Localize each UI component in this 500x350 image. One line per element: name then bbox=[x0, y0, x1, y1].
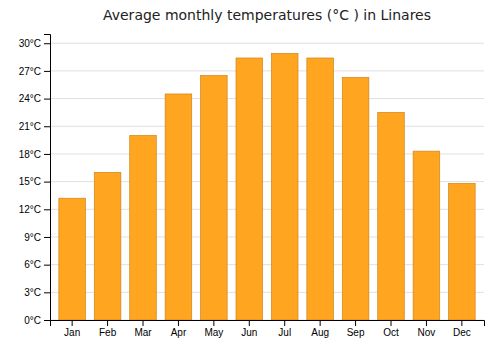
tick: 27°C bbox=[19, 66, 50, 77]
bar bbox=[236, 58, 263, 320]
title: Average monthly temperatures (°C ) in Li… bbox=[103, 7, 431, 23]
tick-label: 3°C bbox=[24, 287, 41, 298]
tick: Nov bbox=[418, 320, 436, 338]
tick: Jul bbox=[278, 320, 291, 338]
tick-label: 30°C bbox=[19, 38, 41, 49]
tick: 9°C bbox=[24, 232, 50, 243]
tick-label: Oct bbox=[383, 327, 399, 338]
tick-label: 24°C bbox=[19, 93, 41, 104]
tick-label: Apr bbox=[171, 327, 187, 338]
tick-label: Feb bbox=[99, 327, 117, 338]
tick-mark bbox=[44, 265, 50, 266]
tick: 6°C bbox=[24, 259, 50, 270]
tick: Feb bbox=[99, 320, 117, 338]
tick-label: 27°C bbox=[19, 66, 41, 77]
tick: Jun bbox=[241, 320, 257, 338]
tick-mark bbox=[213, 320, 214, 326]
bar bbox=[449, 183, 476, 320]
tick: 3°C bbox=[24, 287, 50, 298]
tick: 0°C bbox=[24, 315, 50, 326]
tick-mark bbox=[391, 320, 392, 326]
tick-label: 18°C bbox=[19, 149, 41, 160]
tick-label: 21°C bbox=[19, 121, 41, 132]
tick-mark bbox=[44, 237, 50, 238]
bar bbox=[130, 135, 157, 320]
grid bbox=[50, 43, 484, 320]
tick-label: Jun bbox=[241, 327, 257, 338]
tick-mark bbox=[107, 320, 108, 326]
tick: 15°C bbox=[19, 176, 50, 187]
grid-line bbox=[50, 126, 484, 127]
tick-mark bbox=[284, 320, 285, 326]
tick: Apr bbox=[171, 320, 187, 338]
tick-label: Aug bbox=[311, 327, 329, 338]
tick-mark bbox=[44, 126, 50, 127]
tick-label: Jul bbox=[278, 327, 291, 338]
tick-mark bbox=[44, 154, 50, 155]
tick-mark bbox=[44, 99, 50, 100]
tick-label: Sep bbox=[347, 327, 365, 338]
tick-mark bbox=[143, 320, 144, 326]
tick-mark bbox=[461, 320, 462, 326]
bar bbox=[165, 94, 192, 320]
x-axis: Jan Feb Mar Apr May Jun Jul Aug Sep Oct Nov Dec bbox=[51, 320, 485, 338]
tick: 21°C bbox=[19, 121, 50, 132]
tick-label: 0°C bbox=[24, 315, 41, 326]
chart: Jan Feb Mar Apr May Jun Jul Aug Sep Oct Nov Dec 0°C 3… bbox=[0, 0, 500, 350]
tick-mark bbox=[44, 320, 50, 321]
tick: Mar bbox=[134, 320, 152, 338]
tick: Dec bbox=[453, 320, 471, 338]
tick-mark bbox=[355, 320, 356, 326]
tick-mark bbox=[44, 43, 50, 44]
tick-label: 6°C bbox=[24, 259, 41, 270]
bar bbox=[378, 112, 405, 320]
tick: 30°C bbox=[19, 38, 50, 49]
chart-container: Jan Feb Mar Apr May Jun Jul Aug Sep Oct Nov Dec 0°C 3… bbox=[0, 0, 500, 350]
tick: Sep bbox=[347, 320, 365, 338]
tick: May bbox=[204, 320, 223, 338]
axis-line bbox=[51, 321, 485, 327]
tick-label: 15°C bbox=[19, 176, 41, 187]
tick: Jan bbox=[64, 320, 80, 338]
tick-label: Mar bbox=[134, 327, 152, 338]
y-axis: 0°C 3°C 6°C 9°C 12°C 15°C 18°C 21°C 24°C 27°C 30°C bbox=[19, 35, 51, 326]
tick: Oct bbox=[383, 320, 399, 338]
axis-line bbox=[44, 35, 51, 321]
tick-mark bbox=[44, 182, 50, 183]
grid-line bbox=[50, 98, 484, 99]
tick-label: Nov bbox=[418, 327, 436, 338]
tick-mark bbox=[44, 209, 50, 210]
tick: 24°C bbox=[19, 93, 50, 104]
bar bbox=[271, 53, 298, 320]
tick-label: May bbox=[204, 327, 223, 338]
bar bbox=[307, 58, 334, 320]
tick-label: 9°C bbox=[24, 232, 41, 243]
tick: 18°C bbox=[19, 149, 50, 160]
bar bbox=[94, 172, 121, 320]
bars bbox=[59, 53, 475, 320]
tick-mark bbox=[178, 320, 179, 326]
bar bbox=[342, 77, 369, 320]
tick-label: Dec bbox=[453, 327, 471, 338]
bar bbox=[201, 76, 228, 320]
plot: Jan Feb Mar Apr May Jun Jul Aug Sep Oct Nov Dec 0°C 3… bbox=[19, 35, 485, 339]
tick-label: 12°C bbox=[19, 204, 41, 215]
grid-line bbox=[50, 70, 484, 71]
tick: Aug bbox=[311, 320, 329, 338]
tick-mark bbox=[426, 320, 427, 326]
tick-mark bbox=[249, 320, 250, 326]
tick-mark bbox=[44, 71, 50, 72]
tick-label: Jan bbox=[64, 327, 80, 338]
grid-line bbox=[50, 43, 484, 44]
bar bbox=[413, 151, 440, 320]
tick-mark bbox=[44, 292, 50, 293]
bar bbox=[59, 198, 86, 320]
tick-mark bbox=[320, 320, 321, 326]
tick-mark bbox=[72, 320, 73, 326]
tick: 12°C bbox=[19, 204, 50, 215]
